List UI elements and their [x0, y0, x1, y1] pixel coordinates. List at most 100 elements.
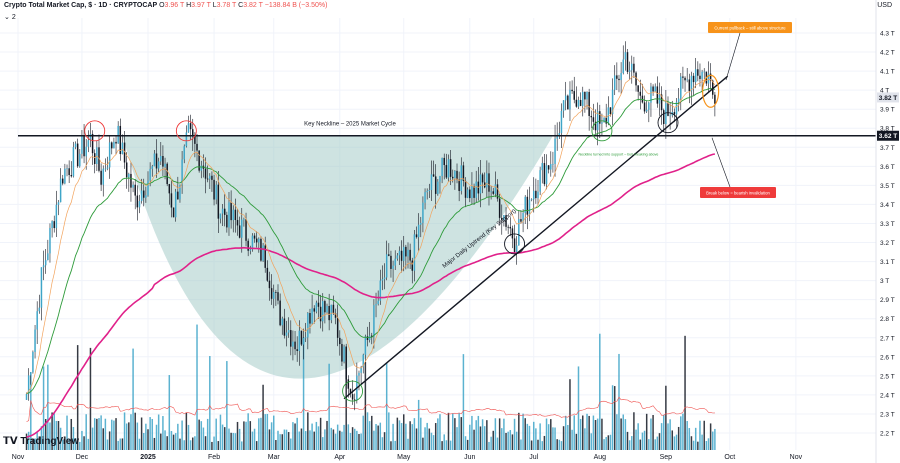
- volume-bar: [311, 423, 313, 450]
- candle: [545, 165, 548, 185]
- candle: [364, 336, 367, 355]
- candle: [343, 346, 345, 362]
- candle: [238, 225, 241, 238]
- candle: [411, 260, 414, 271]
- candle: [652, 86, 654, 92]
- candle: [151, 166, 154, 169]
- volume-bar: [488, 441, 490, 450]
- volume-bar: [507, 431, 509, 450]
- candle: [434, 176, 437, 194]
- volume-bar: [238, 428, 241, 450]
- candle: [160, 155, 162, 162]
- candle: [132, 184, 134, 188]
- volume-bar: [272, 415, 275, 450]
- candle: [660, 94, 663, 111]
- volume-bar: [660, 423, 663, 450]
- candle: [562, 100, 565, 111]
- volume-bar: [226, 361, 228, 450]
- candle: [541, 163, 544, 171]
- volume-bar: [351, 427, 354, 450]
- candle: [473, 186, 475, 198]
- volume-bar: [145, 423, 147, 450]
- y-tick-label: 3.3 T: [880, 221, 895, 228]
- candle: [147, 180, 149, 196]
- candle: [594, 121, 597, 131]
- volume-bar: [170, 430, 173, 450]
- candle: [492, 191, 494, 194]
- volume-bar: [400, 423, 403, 450]
- candle: [200, 165, 203, 171]
- volume-bar: [434, 423, 437, 450]
- candle: [654, 86, 656, 92]
- volume-bar: [601, 418, 603, 450]
- candle: [535, 190, 537, 199]
- candle: [447, 159, 450, 178]
- candle: [381, 279, 384, 281]
- candle: [507, 226, 509, 228]
- candle: [479, 174, 482, 194]
- candle: [247, 240, 249, 251]
- volume-bar: [469, 424, 471, 450]
- volume-bar: [688, 428, 691, 450]
- volume-bar: [283, 429, 286, 450]
- candle: [466, 189, 469, 198]
- candle: [236, 220, 239, 226]
- candle: [213, 179, 215, 200]
- candle: [279, 300, 281, 326]
- volume-bar: [123, 412, 126, 450]
- uptrend-line[interactable]: [343, 75, 729, 400]
- candle: [483, 182, 486, 188]
- volume-bar: [198, 419, 200, 450]
- pullback-callout[interactable]: [708, 22, 792, 33]
- highlight-circles: [84, 74, 720, 402]
- currency-label[interactable]: USD: [877, 2, 892, 9]
- x-tick-label: Dec: [76, 454, 89, 461]
- volume-bar: [55, 420, 58, 450]
- volume-bar: [398, 420, 401, 450]
- volume-bar: [356, 430, 358, 450]
- breakdown-callout[interactable]: [700, 187, 776, 198]
- candle: [388, 254, 390, 256]
- volume-bar: [381, 437, 384, 450]
- high-label: H: [186, 2, 192, 9]
- highlight-circle: [504, 233, 526, 255]
- volume-bar: [402, 414, 405, 450]
- volume-bar: [96, 418, 98, 450]
- volume-bar: [294, 423, 296, 450]
- volume-bar: [650, 418, 652, 450]
- volume-bar: [339, 430, 341, 450]
- candle: [445, 165, 448, 178]
- volume-bar: [245, 421, 247, 450]
- candle: [119, 125, 122, 155]
- indicators-toggle[interactable]: ⌄ 2: [4, 13, 16, 21]
- candle: [680, 76, 682, 99]
- candle: [635, 72, 637, 86]
- volume-bar: [588, 415, 590, 450]
- candle: [100, 170, 102, 185]
- volume-bar: [582, 415, 584, 450]
- y-tick-label: 3.1 T: [880, 259, 895, 266]
- volume-bar: [72, 427, 75, 450]
- candle: [675, 101, 678, 115]
- volume-bar: [522, 413, 524, 450]
- candle: [379, 280, 382, 301]
- volume-bar: [475, 420, 477, 450]
- volume-bar: [106, 439, 109, 450]
- candle: [712, 80, 714, 95]
- volume-bar: [108, 431, 111, 450]
- candle: [181, 159, 183, 185]
- volume-bar: [586, 413, 588, 450]
- volume-bar: [658, 433, 661, 450]
- candle: [449, 159, 452, 177]
- candle: [215, 184, 217, 200]
- candle: [409, 249, 411, 261]
- x-tick-label: May: [397, 454, 411, 461]
- tradingview-logo[interactable]: 𝗧𝗩 TradingView: [3, 436, 79, 447]
- volume-bar: [439, 414, 441, 450]
- volume-bar: [206, 418, 209, 450]
- volume-bar: [211, 441, 213, 450]
- candle: [262, 245, 264, 261]
- volume-bar: [260, 417, 262, 450]
- candle: [665, 103, 667, 125]
